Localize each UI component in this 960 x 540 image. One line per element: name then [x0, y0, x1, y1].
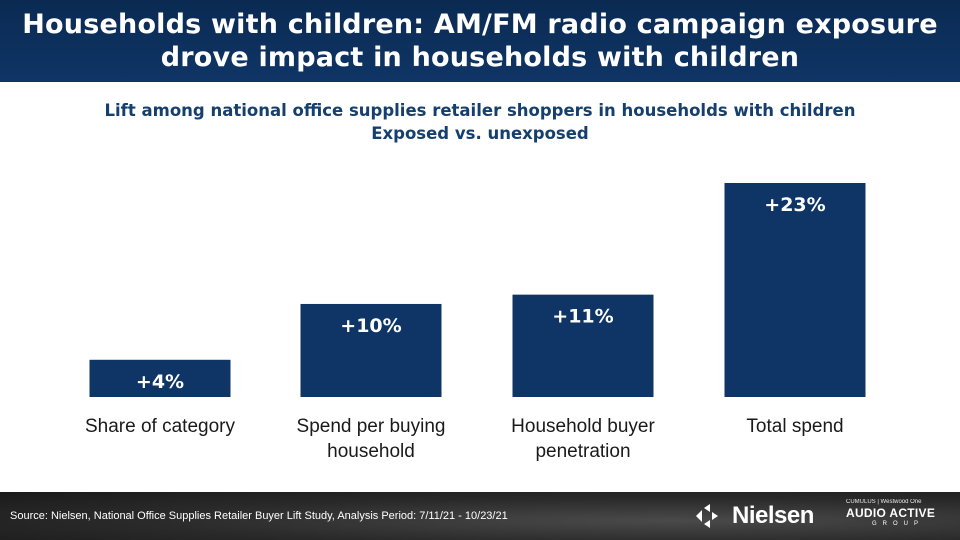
footer-bar: Source: Nielsen, National Office Supplie… — [0, 492, 960, 540]
bar-1 — [300, 303, 442, 397]
category-label-2-line-1: penetration — [535, 441, 630, 462]
source-note: Source: Nielsen, National Office Supplie… — [10, 510, 508, 522]
audio-active-group-logo: CUMULUS | Westwood One AUDIO ACTIVE GROU… — [846, 499, 950, 527]
category-label-2-line-0: Household buyer — [511, 416, 655, 437]
category-label-3: Total spend — [746, 416, 843, 437]
chart-subtitle: Lift among national office supplies reta… — [0, 99, 960, 145]
slide-title-line-1: Households with children: AM/FM radio ca… — [22, 9, 938, 40]
aag-group-line: GROUP — [871, 521, 924, 527]
slide-title: Households with children: AM/FM radio ca… — [22, 8, 937, 74]
nielsen-mark-icon — [696, 504, 718, 528]
bar-2 — [512, 294, 654, 397]
nielsen-wordmark: Nielsen — [732, 502, 814, 529]
nielsen-logo: Nielsen — [694, 502, 814, 530]
slide-header: Households with children: AM/FM radio ca… — [0, 0, 960, 82]
category-label-1: Spend per buying household — [297, 416, 446, 462]
data-label-0: +4% — [136, 371, 184, 393]
data-label-1: +10% — [340, 315, 401, 337]
category-label-1-line-1: household — [327, 441, 415, 462]
chart-subtitle-line-1: Lift among national office supplies reta… — [104, 101, 856, 120]
category-label-2: Household buyer penetration — [511, 416, 655, 462]
slide-title-line-2: drove impact in households with children — [160, 42, 800, 73]
aag-top-line: CUMULUS | Westwood One — [846, 499, 922, 505]
bar-3 — [724, 183, 866, 397]
chart-subtitle-line-2: Exposed vs. unexposed — [371, 124, 589, 143]
aag-main-line: AUDIO ACTIVE — [846, 506, 936, 520]
category-label-0: Share of category — [85, 416, 235, 437]
category-label-0-line-0: Share of category — [85, 416, 235, 437]
category-label-1-line-0: Spend per buying — [297, 416, 446, 437]
bar-chart: +4% Share of category +10% Spend per buying… — [85, 183, 866, 462]
data-label-2: +11% — [552, 306, 613, 328]
bar-0 — [89, 359, 231, 397]
category-label-3-line-0: Total spend — [746, 416, 843, 437]
data-label-3: +23% — [764, 194, 825, 216]
